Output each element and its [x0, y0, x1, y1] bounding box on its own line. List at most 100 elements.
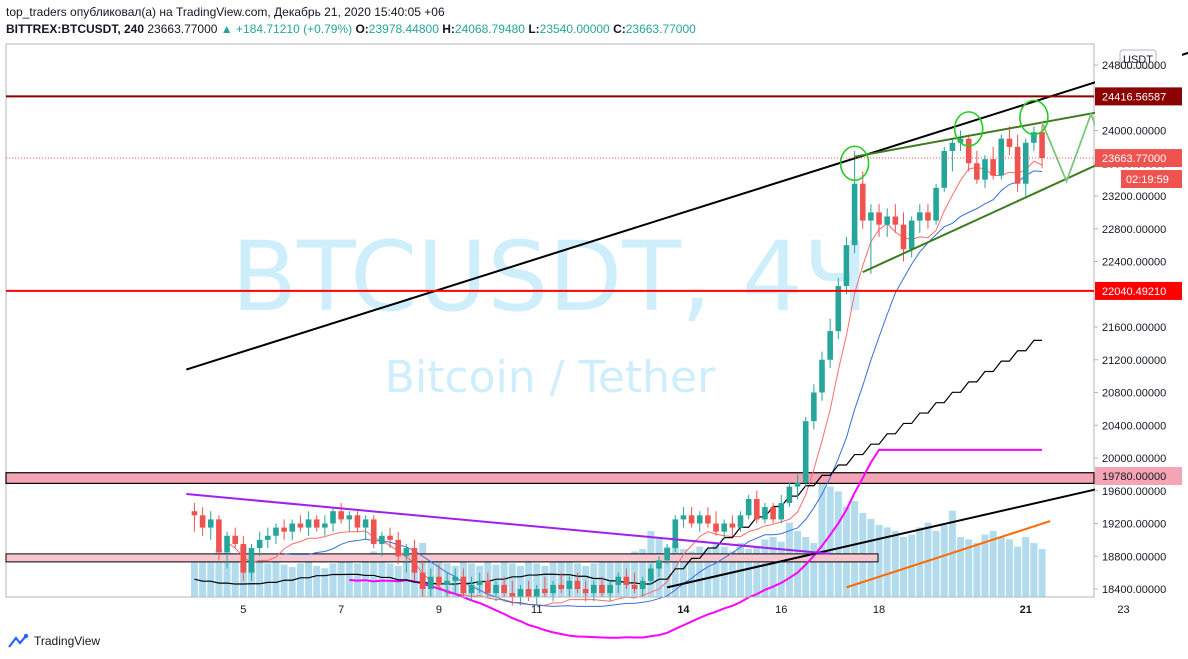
candle-body	[305, 519, 312, 528]
volume-bar	[264, 563, 272, 597]
candle-body	[754, 498, 760, 520]
time-tick-label: 21	[1020, 604, 1032, 616]
price-tick-label: 18400.00000	[1102, 584, 1166, 596]
candle-body	[582, 589, 589, 594]
candle-body	[289, 523, 296, 532]
candle-body	[322, 523, 328, 528]
volume-bar	[826, 486, 834, 597]
volume-bar	[761, 539, 769, 597]
candle-body	[811, 392, 817, 422]
orange-ma	[846, 520, 1051, 589]
candle-body	[713, 523, 719, 532]
candle-body	[1014, 146, 1021, 184]
volume-bar	[704, 549, 712, 597]
volume-bar	[957, 537, 965, 597]
candle-body	[256, 539, 263, 549]
candle-body	[281, 527, 287, 532]
low-value: 23540.00000	[539, 22, 610, 36]
volume-bar	[207, 558, 215, 597]
candle-body	[990, 159, 996, 176]
candle-body	[558, 584, 564, 589]
candle-body	[802, 421, 809, 483]
volume-bar	[378, 561, 386, 597]
candle-body	[778, 503, 785, 520]
candle-body	[843, 245, 850, 287]
footer: TradingView	[8, 630, 100, 652]
time-axis[interactable]: 57911141618212325	[6, 596, 1188, 616]
author-name[interactable]: top_traders	[6, 5, 67, 19]
close-value: 23663.77000	[625, 22, 696, 36]
volume-bar	[965, 539, 973, 597]
tradingview-logo-icon[interactable]	[8, 633, 30, 649]
volume-bar	[533, 563, 541, 597]
candle-body	[436, 576, 442, 585]
annotation-circle	[839, 145, 870, 182]
candle-body	[370, 519, 377, 544]
candle-body	[835, 286, 842, 332]
close-label: C:	[613, 22, 626, 36]
countdown-text: 02:19:59	[1126, 174, 1169, 186]
time-tick-label: 23	[1117, 604, 1129, 616]
volume-bar	[891, 531, 899, 597]
publish-info: опубликовал(а) на TradingView.com, Декаб…	[70, 5, 445, 19]
volume-bar	[231, 561, 239, 597]
volume-bar	[549, 558, 557, 597]
volume-bar	[753, 546, 761, 597]
price-tick-label: 20000.00000	[1102, 453, 1166, 465]
candle-body	[1006, 138, 1013, 147]
resistance-label-text: 24416.56587	[1102, 91, 1166, 103]
candle-body	[199, 515, 206, 528]
candle-body	[452, 576, 459, 581]
volume-bar	[199, 561, 207, 597]
volume-bar	[834, 491, 842, 597]
candle-body	[273, 527, 279, 536]
price-tick-label: 22800.00000	[1102, 224, 1166, 236]
candle-body	[207, 519, 214, 528]
candle-body	[696, 515, 703, 524]
candle-body	[509, 593, 516, 598]
volume-bar	[671, 543, 679, 597]
high-label: H:	[442, 22, 455, 36]
candle-body	[925, 212, 931, 221]
candle-body	[1031, 132, 1037, 143]
candle-body	[550, 584, 556, 594]
currency-box[interactable]	[1119, 49, 1157, 69]
annotation-circle	[1019, 99, 1049, 136]
drawings	[185, 51, 1188, 589]
candle-body	[224, 535, 230, 553]
candle-body	[468, 584, 475, 594]
last-price-label-text: 23663.77000	[1102, 153, 1166, 165]
price-levels	[6, 95, 1094, 292]
candle-body	[346, 515, 353, 520]
candle-body	[892, 216, 899, 225]
candle-body	[591, 584, 597, 594]
price-axis[interactable]: USDT 24800.0000024400.0000024000.0000023…	[1094, 44, 1182, 597]
volume-bar	[305, 561, 313, 597]
volume-bar	[688, 551, 696, 597]
candle-body	[884, 216, 890, 225]
candle-body	[623, 576, 630, 585]
candle-body	[191, 511, 198, 516]
price-labels: 24416.56587 22040.49210 19780.00000 23663.7…	[1095, 87, 1182, 486]
candle-body	[982, 159, 988, 180]
volume-bar	[842, 507, 850, 597]
lower-zone-band	[5, 553, 879, 563]
volume-bar	[777, 541, 785, 597]
candle-body	[338, 511, 344, 520]
zone-band	[5, 472, 1095, 484]
tradingview-brand[interactable]: TradingView	[34, 634, 101, 648]
volume-bar	[883, 527, 891, 597]
candle-body	[974, 163, 980, 180]
volume-bar	[525, 561, 533, 597]
time-tick-label: 14	[677, 604, 690, 616]
support-zone-label-text: 19780.00000	[1102, 471, 1166, 483]
candle-body	[297, 523, 304, 528]
candle-body	[313, 519, 320, 528]
currency-label[interactable]: USDT	[1123, 54, 1153, 66]
publisher-line: top_traders опубликовал(а) на TradingVie…	[6, 4, 1182, 21]
volume-bar	[296, 563, 304, 597]
candle-body	[762, 507, 768, 520]
last-price-label-box	[1095, 149, 1182, 168]
channel-top	[854, 106, 1124, 158]
